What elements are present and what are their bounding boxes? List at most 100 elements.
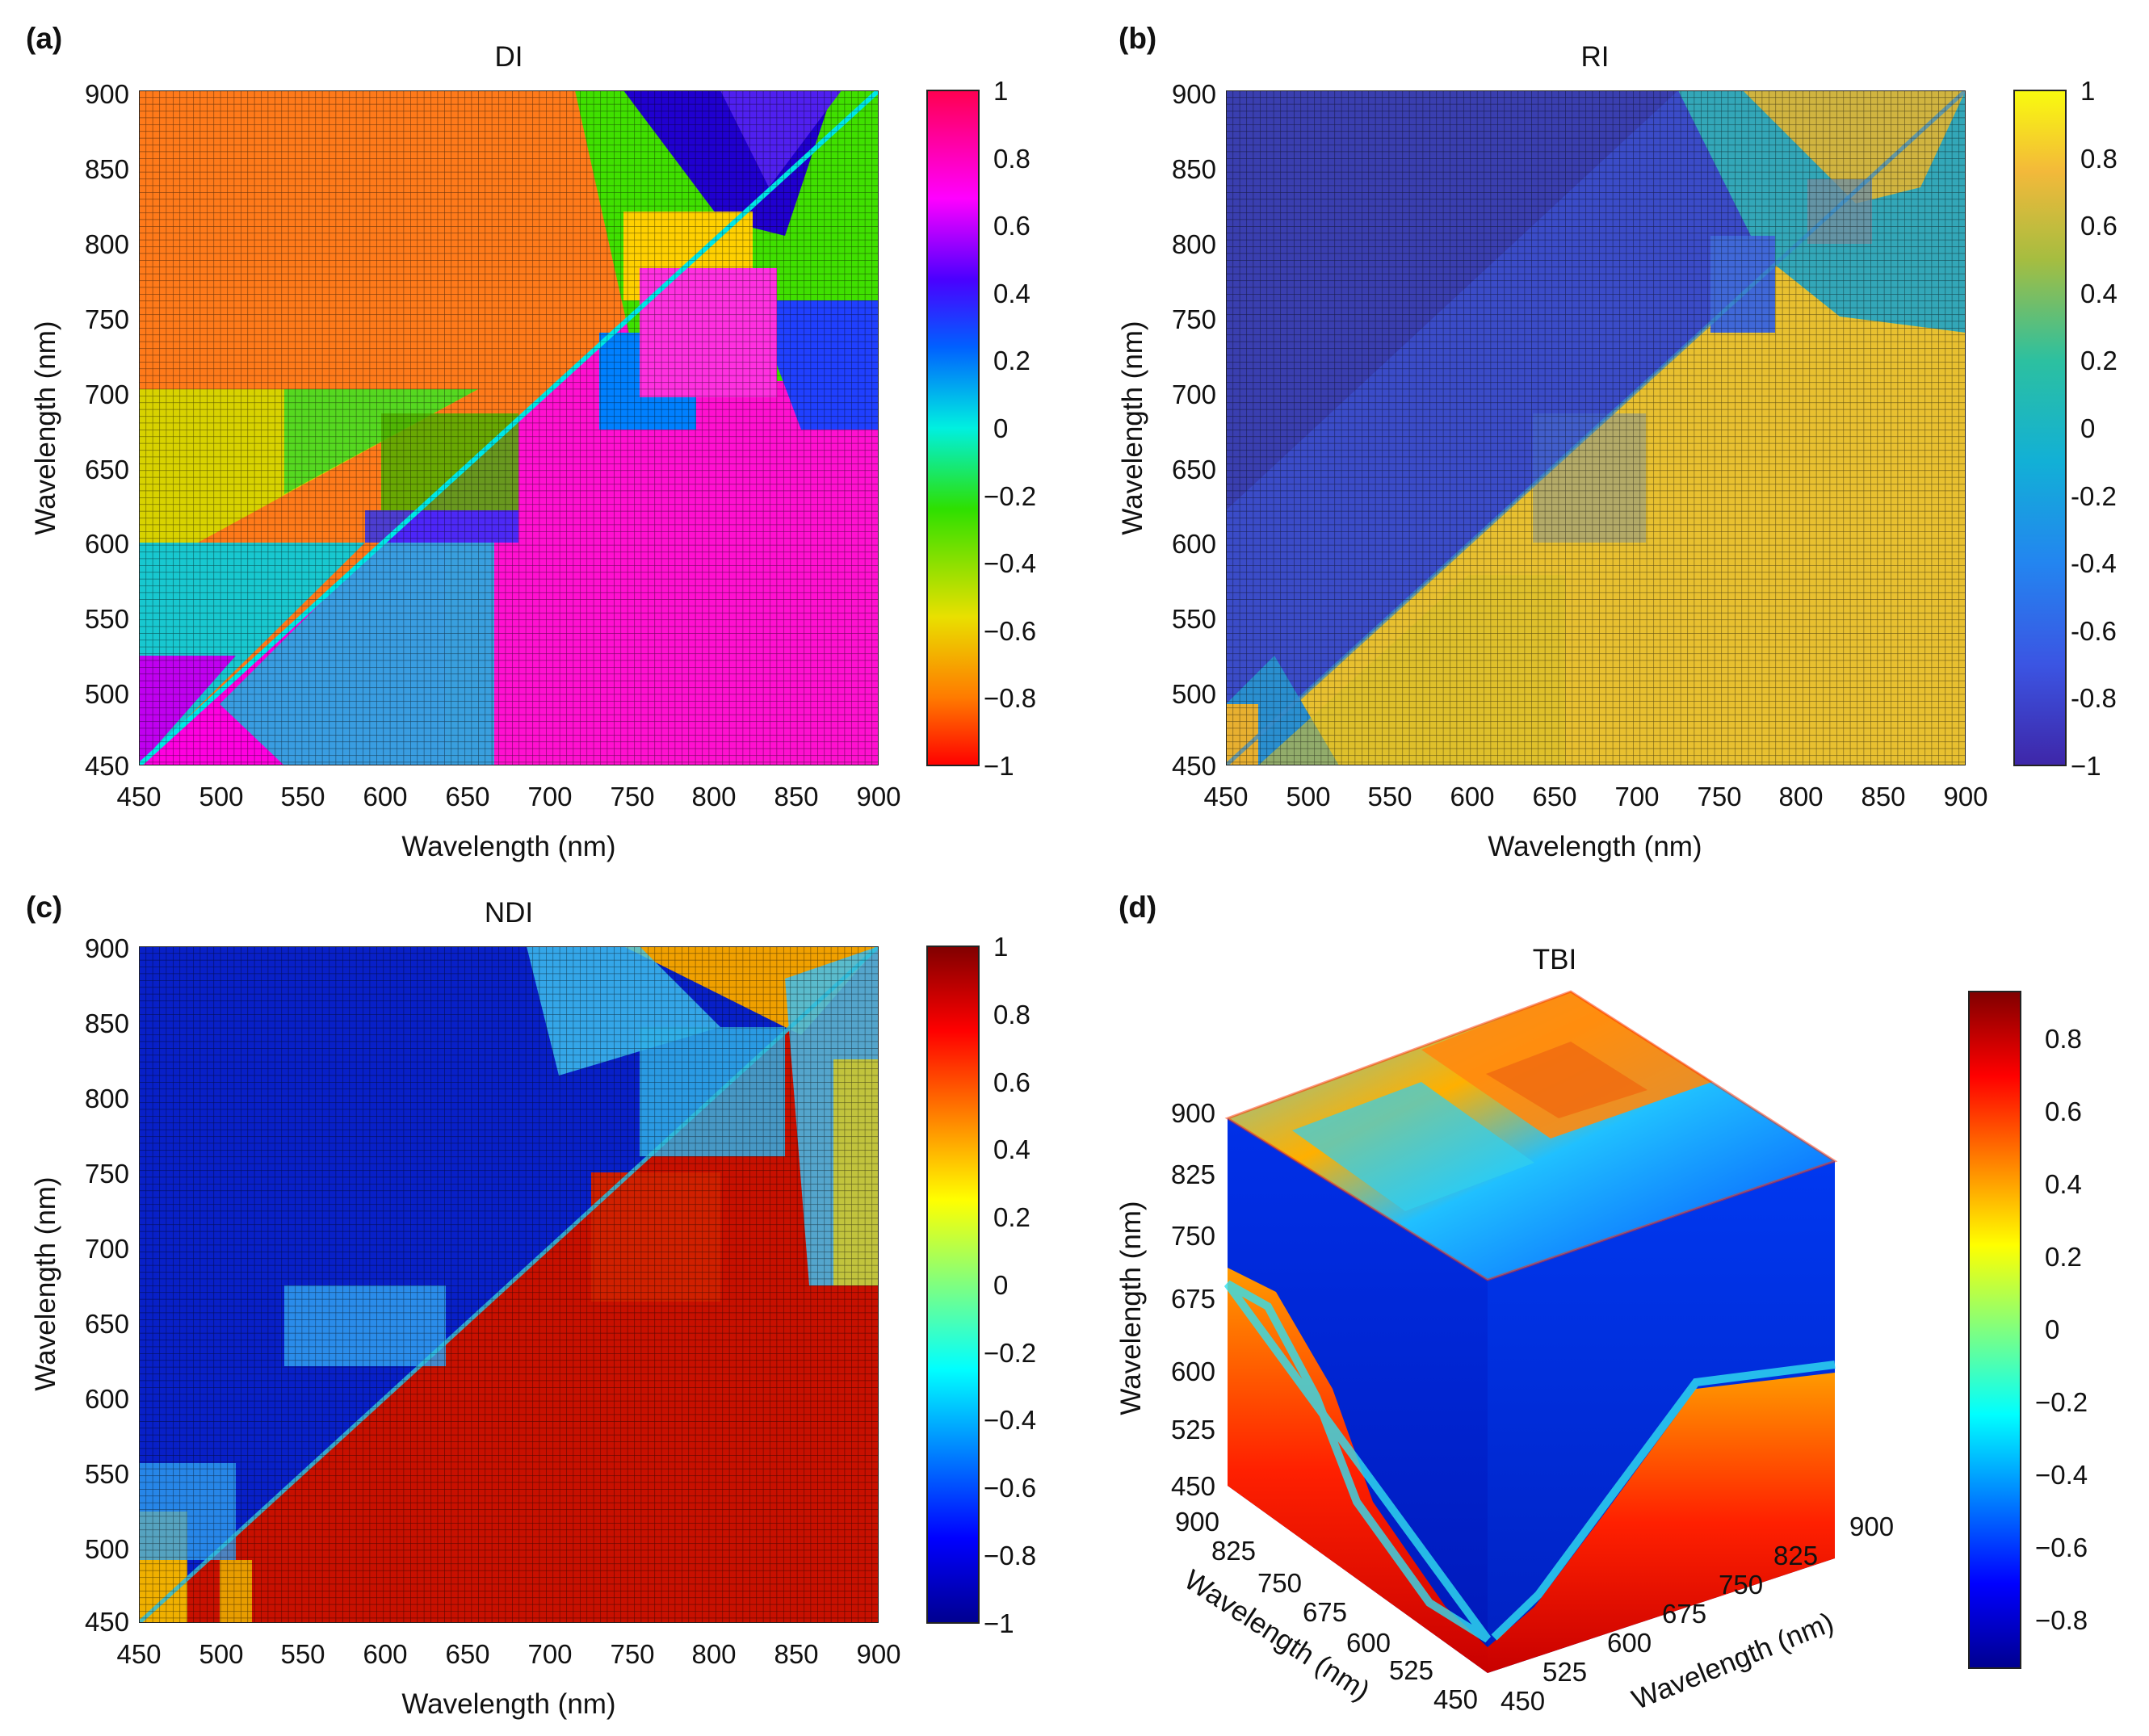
ytick: 750 bbox=[85, 304, 129, 334]
xtick: 500 bbox=[199, 1639, 243, 1669]
xtick: 800 bbox=[1778, 782, 1823, 811]
xtick: 450 bbox=[1203, 782, 1248, 811]
ytick: 550 bbox=[85, 1459, 129, 1489]
ztick: 825 bbox=[1171, 1159, 1215, 1189]
cbtick: 0 bbox=[993, 413, 1008, 443]
xtick: 850 bbox=[774, 1639, 818, 1669]
ytick: 900 bbox=[85, 79, 129, 109]
ztick: 525 bbox=[1171, 1415, 1215, 1445]
cbtick: −0.4 bbox=[984, 548, 1036, 578]
ltick: 450 bbox=[1433, 1684, 1478, 1714]
ztick: 450 bbox=[1171, 1471, 1215, 1501]
rtick: 675 bbox=[1662, 1599, 1706, 1629]
ytick: 700 bbox=[85, 1234, 129, 1264]
x-axis-label-a: Wavelength (nm) bbox=[401, 831, 615, 862]
xtick: 750 bbox=[1697, 782, 1741, 811]
colorbar-a: 1 0.8 0.6 0.4 0.2 0 −0.2 −0.4 −0.6 −0.8 … bbox=[926, 76, 1036, 781]
cbtick: -0.8 bbox=[2071, 683, 2117, 713]
cbtick: 0.2 bbox=[993, 346, 1030, 375]
ytick: 800 bbox=[85, 1084, 129, 1113]
ytick: 700 bbox=[85, 379, 129, 409]
y-axis-label-b: Wavelength (nm) bbox=[1117, 321, 1148, 535]
y-axis-b: 900 850 800 750 700 650 600 550 500 450 bbox=[1172, 79, 1216, 781]
panel-label-c: (c) bbox=[26, 891, 62, 924]
x-axis-b: 450 500 550 600 650 700 750 800 850 900 bbox=[1203, 782, 1987, 811]
xtick: 550 bbox=[280, 1639, 325, 1669]
ytick: 850 bbox=[85, 1008, 129, 1038]
cbtick: 0.6 bbox=[2080, 211, 2118, 241]
xtick: 750 bbox=[610, 1639, 654, 1669]
cbtick: 0.6 bbox=[2045, 1097, 2082, 1126]
colorbar-b: 1 0.8 0.6 0.4 0.2 0 -0.2 -0.4 -0.6 -0.8 … bbox=[2013, 76, 2118, 781]
cbtick: −0.2 bbox=[2035, 1387, 2088, 1417]
cbtick: 0 bbox=[2045, 1315, 2059, 1344]
cbtick: -0.2 bbox=[2071, 481, 2117, 511]
ytick: 800 bbox=[1172, 229, 1216, 259]
cbtick: 0.8 bbox=[2080, 144, 2118, 174]
xtick: 700 bbox=[527, 782, 572, 811]
xtick: 600 bbox=[363, 1639, 407, 1669]
cbtick: 0.4 bbox=[993, 279, 1030, 308]
colorbar-gradient-b bbox=[2013, 90, 2067, 766]
ytick: 900 bbox=[85, 933, 129, 963]
xtick: 450 bbox=[116, 782, 161, 811]
colorbar-d: 0.8 0.6 0.4 0.2 0 −0.2 −0.4 −0.6 −0.8 bbox=[1968, 991, 2088, 1669]
xtick: 650 bbox=[445, 1639, 489, 1669]
cbtick: −0.6 bbox=[984, 616, 1036, 646]
cbtick: 0.8 bbox=[2045, 1024, 2082, 1054]
y-axis-a: 900 850 800 750 700 650 600 550 500 450 bbox=[85, 79, 129, 781]
y-axis-label-a: Wavelength (nm) bbox=[30, 321, 61, 535]
cbtick: −1 bbox=[2071, 751, 2101, 781]
cbtick: 0 bbox=[993, 1270, 1008, 1300]
xtick: 700 bbox=[527, 1639, 572, 1669]
cbtick: −0.6 bbox=[2035, 1533, 2088, 1562]
cbtick: 0.2 bbox=[993, 1202, 1030, 1232]
ytick: 600 bbox=[85, 1384, 129, 1414]
xtick: 500 bbox=[199, 782, 243, 811]
ytick: 500 bbox=[1172, 679, 1216, 709]
panel-label-d: (d) bbox=[1119, 891, 1156, 924]
ytick: 600 bbox=[85, 529, 129, 559]
rtick: 825 bbox=[1773, 1541, 1818, 1570]
cbtick: 0.4 bbox=[993, 1134, 1030, 1164]
colorbar-gradient-a bbox=[926, 90, 980, 766]
ytick: 450 bbox=[85, 751, 129, 781]
xtick: 900 bbox=[856, 782, 900, 811]
ytick: 650 bbox=[1172, 455, 1216, 484]
ytick: 700 bbox=[1172, 379, 1216, 409]
ytick: 600 bbox=[1172, 529, 1216, 559]
xtick: 800 bbox=[691, 1639, 736, 1669]
colorbar-c: 1 0.8 0.6 0.4 0.2 0 −0.2 −0.4 −0.6 −0.8 … bbox=[926, 932, 1036, 1638]
cbtick: 0.6 bbox=[993, 1067, 1030, 1097]
cbtick: 0.2 bbox=[2080, 346, 2118, 375]
cbtick: −0.8 bbox=[984, 683, 1036, 713]
panel-d: (d) TBI 450 525 600 675 750 825 bbox=[1115, 891, 2088, 1716]
ytick: 550 bbox=[85, 604, 129, 634]
xtick: 650 bbox=[445, 782, 489, 811]
cbtick: −0.4 bbox=[2035, 1460, 2088, 1490]
cbtick: −0.4 bbox=[984, 1405, 1036, 1435]
ltick: 675 bbox=[1303, 1597, 1347, 1627]
ytick: 450 bbox=[85, 1607, 129, 1637]
panel-title-a: DI bbox=[495, 41, 523, 73]
ytick: 850 bbox=[1172, 154, 1216, 184]
ytick: 750 bbox=[1172, 304, 1216, 334]
xtick: 650 bbox=[1532, 782, 1576, 811]
xtick: 750 bbox=[610, 782, 654, 811]
cbtick: 0.2 bbox=[2045, 1242, 2082, 1272]
ltick: 825 bbox=[1211, 1536, 1256, 1566]
y-axis-c: 900 850 800 750 700 650 600 550 500 450 bbox=[85, 933, 129, 1637]
x-axis-label-c: Wavelength (nm) bbox=[401, 1688, 615, 1720]
colorbar-gradient-d bbox=[1968, 991, 2021, 1669]
ytick: 500 bbox=[85, 1534, 129, 1564]
z-axis-d: 450 525 600 675 750 825 900 Wavelength (… bbox=[1115, 1098, 1215, 1501]
xtick: 900 bbox=[856, 1639, 900, 1669]
x-axis-a: 450 500 550 600 650 700 750 800 850 900 bbox=[116, 782, 900, 811]
heatmap-c bbox=[139, 946, 879, 1623]
xtick: 450 bbox=[116, 1639, 161, 1669]
panel-label-b: (b) bbox=[1119, 22, 1156, 55]
right-hot-region bbox=[1488, 1373, 1835, 1673]
xtick: 850 bbox=[1861, 782, 1905, 811]
ytick: 500 bbox=[85, 679, 129, 709]
ztick: 600 bbox=[1171, 1357, 1215, 1386]
